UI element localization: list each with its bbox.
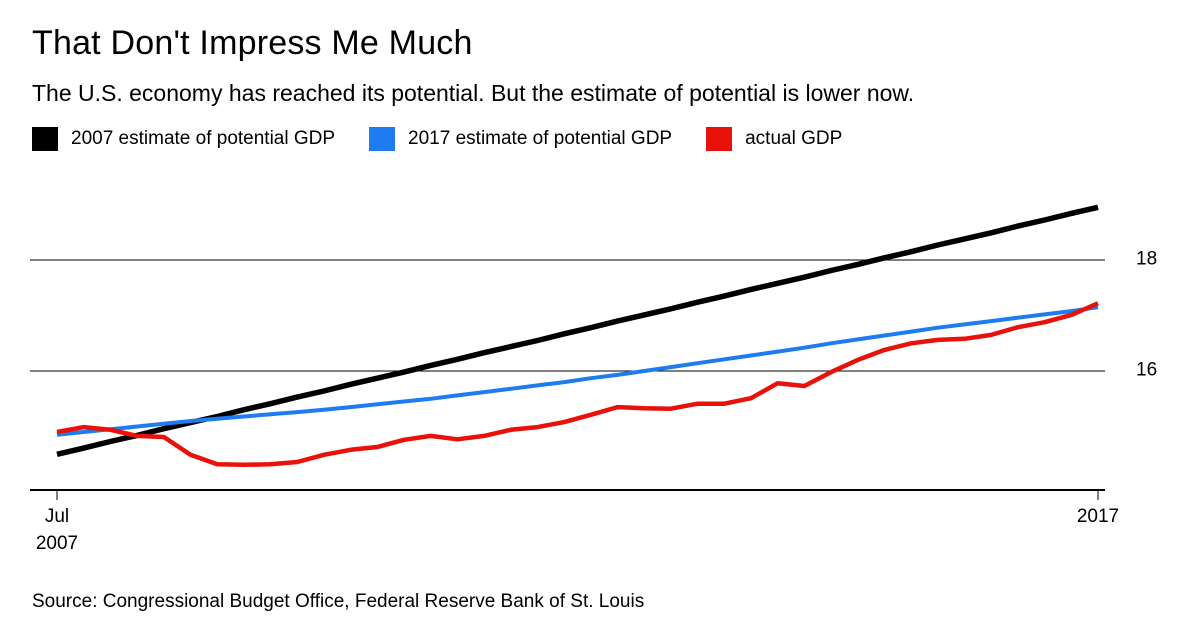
x-axis-tick-month: Jul — [44, 506, 70, 527]
legend-swatch-blue — [369, 127, 396, 151]
series-line-actual-gdp — [56, 301, 1099, 468]
source-attribution: Source: Congressional Budget Office, Fed… — [32, 591, 645, 612]
chart-legend: 2007 estimate of potential GDP 2017 esti… — [32, 127, 842, 151]
x-axis-tick-year: 2007 — [35, 533, 79, 554]
y-axis-tick-label-18: 18 — [1136, 248, 1158, 270]
series-line-2007-estimate-of-potential-gdp — [56, 204, 1099, 457]
legend-item-actual-gdp: actual GDP — [706, 127, 842, 151]
x-axis-tick-label-jul-2007: Jul 2007 — [36, 503, 78, 557]
legend-swatch-red — [706, 127, 733, 151]
legend-label: 2017 estimate of potential GDP — [408, 128, 673, 149]
legend-item-2007-estimate: 2007 estimate of potential GDP — [32, 127, 335, 151]
legend-label: actual GDP — [745, 128, 843, 149]
series-line-2017-estimate-of-potential-gdp — [56, 305, 1099, 437]
legend-item-2017-estimate: 2017 estimate of potential GDP — [369, 127, 672, 151]
x-axis-tick-label-2017: 2017 — [1076, 506, 1120, 527]
chart-title: That Don't Impress Me Much — [32, 24, 473, 62]
y-axis-tick-label-16: 16 — [1136, 359, 1158, 381]
legend-swatch-black — [32, 127, 58, 151]
chart-subtitle: The U.S. economy has reached its potenti… — [32, 80, 915, 106]
legend-label: 2007 estimate of potential GDP — [71, 128, 336, 149]
